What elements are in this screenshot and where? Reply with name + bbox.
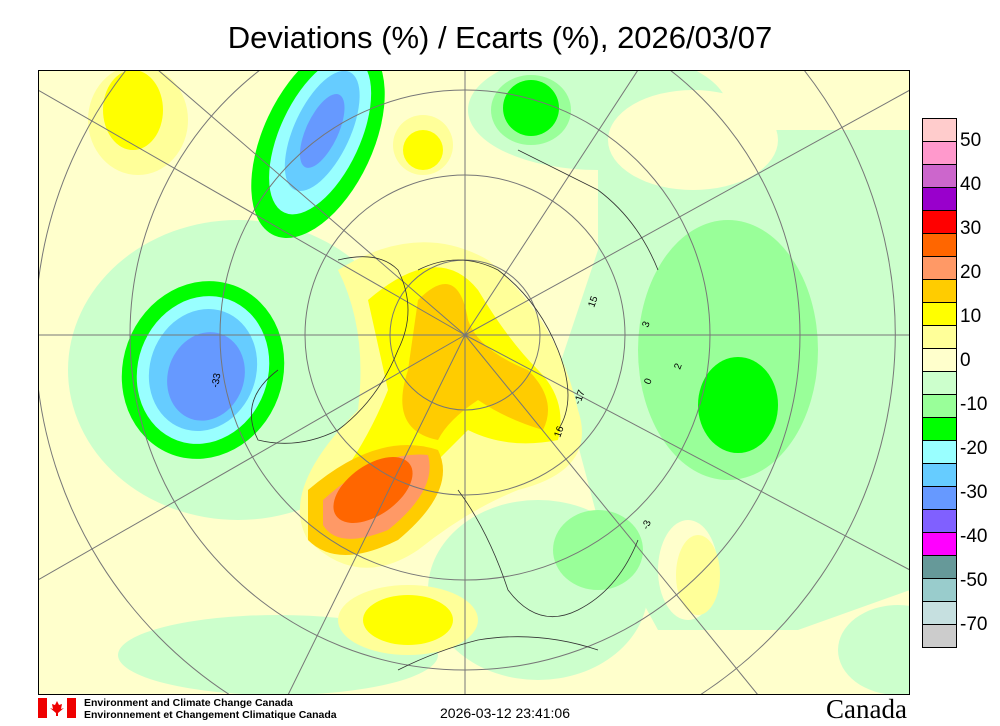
station-values: 15 -33 3 2 -17 16 -3 0 [210, 294, 685, 531]
ozone-deviation-map: 15 -33 3 2 -17 16 -3 0 [38, 70, 910, 695]
legend-swatch [922, 509, 957, 533]
organization-name: Environment and Climate Change Canada En… [84, 697, 337, 721]
station-value: -3 [640, 518, 654, 531]
legend-swatch [922, 440, 957, 464]
legend-label: -50 [960, 570, 988, 591]
legend-label: 10 [960, 306, 982, 327]
graticule [38, 70, 910, 695]
legend-swatch [922, 141, 957, 165]
legend-label: -30 [960, 482, 988, 503]
canada-wordmark: Canada [826, 694, 907, 724]
coastlines [251, 149, 659, 671]
legend-swatch [922, 279, 957, 303]
legend-swatch [922, 463, 957, 487]
legend-swatch [922, 348, 957, 372]
station-value: 15 [586, 294, 600, 309]
legend-label: 20 [960, 262, 982, 283]
map-title: Deviations (%) / Ecarts (%), 2026/03/07 [227, 20, 773, 55]
legend-swatch [922, 118, 957, 142]
legend-swatch [922, 187, 957, 211]
station-value: -17 [572, 388, 587, 406]
canada-flag-logo [38, 698, 76, 718]
org-name-en: Environment and Climate Change Canada [84, 697, 293, 709]
legend-label: 40 [960, 174, 982, 195]
legend-swatch [922, 624, 957, 648]
org-name-fr: Environnement et Changement Climatique C… [84, 709, 337, 721]
legend-swatch [922, 325, 957, 349]
legend-swatch [922, 256, 957, 280]
legend-label: 30 [960, 218, 982, 239]
legend-swatch [922, 164, 957, 188]
station-value: 16 [552, 424, 566, 439]
color-legend: 50 40 30 20 10 0 -10 -20 -30 -40 -50 -70 [922, 118, 987, 648]
legend-swatch [922, 302, 957, 326]
legend-swatch [922, 210, 957, 234]
legend-swatch [922, 394, 957, 418]
legend-swatch [922, 371, 957, 395]
generated-timestamp: 2026-03-12 23:41:06 [440, 705, 570, 721]
legend-swatch [922, 233, 957, 257]
legend-label: 0 [960, 350, 971, 371]
legend-label: -40 [960, 526, 988, 547]
legend-swatch [922, 532, 957, 556]
anomaly-fields [68, 70, 910, 695]
legend-label: 50 [960, 130, 982, 151]
station-value: 2 [672, 362, 684, 371]
legend-swatch [922, 417, 957, 441]
station-value: -33 [210, 372, 223, 389]
legend-label: -70 [960, 614, 988, 635]
station-value: 3 [640, 320, 652, 329]
legend-label: -10 [960, 394, 988, 415]
legend-swatch [922, 601, 957, 625]
station-value: 0 [642, 377, 654, 386]
legend-label: -20 [960, 438, 988, 459]
legend-swatch [922, 555, 957, 579]
legend-swatch [922, 578, 957, 602]
legend-swatch [922, 486, 957, 510]
